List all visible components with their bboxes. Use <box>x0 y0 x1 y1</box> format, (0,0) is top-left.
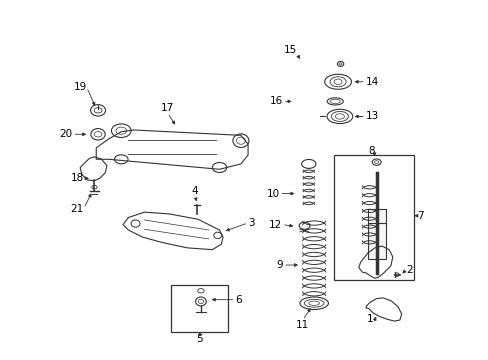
Bar <box>333 155 413 280</box>
Bar <box>171 285 228 332</box>
Text: 19: 19 <box>73 82 86 92</box>
Text: 12: 12 <box>268 220 282 230</box>
Text: 20: 20 <box>59 129 72 139</box>
Text: 3: 3 <box>247 218 254 228</box>
Text: 5: 5 <box>196 334 203 344</box>
Text: 6: 6 <box>235 295 242 305</box>
Text: 7: 7 <box>416 211 423 221</box>
Text: 17: 17 <box>161 103 174 113</box>
Text: 16: 16 <box>269 96 283 107</box>
Text: 21: 21 <box>70 203 83 213</box>
Text: 4: 4 <box>191 186 198 196</box>
Bar <box>367 208 385 258</box>
Text: 13: 13 <box>365 111 378 121</box>
Text: 18: 18 <box>71 173 84 183</box>
Text: 8: 8 <box>367 146 374 156</box>
Text: 1: 1 <box>366 314 372 324</box>
Text: 11: 11 <box>296 320 309 330</box>
Text: 14: 14 <box>365 77 378 87</box>
Text: 10: 10 <box>266 189 279 199</box>
Text: 9: 9 <box>276 260 283 270</box>
Text: 15: 15 <box>284 45 297 55</box>
Text: 2: 2 <box>405 265 412 275</box>
